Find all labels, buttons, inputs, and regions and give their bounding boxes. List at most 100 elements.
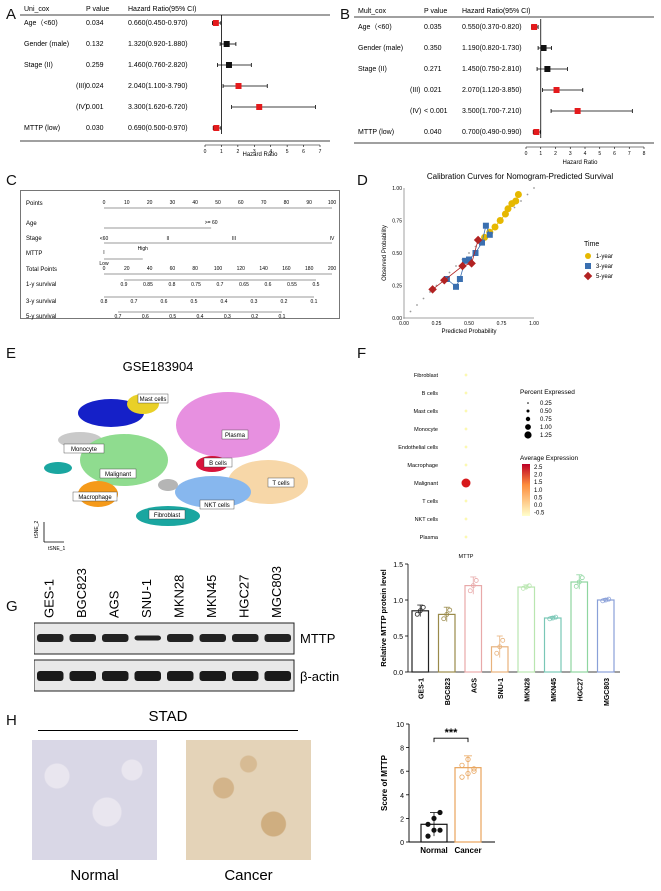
nomogram-surv1-tick: 0.65 [239,282,249,288]
forest-multi-row-p: 0.021 [424,87,442,94]
forest-multi-row-hr: 1.190(0.820-1.730) [462,45,522,52]
blot-lane-label: AGS [106,590,121,618]
score-significance-bracket [433,737,469,743]
dotplot-dot [464,373,468,377]
protein-data-point [603,597,609,603]
dotplot-dot [464,499,468,503]
dotplot-xlabel: MTTP [459,554,474,560]
dotplot-dot [464,391,468,395]
forest-multi-row-hr: 3.500(1.700-7.210) [462,108,522,115]
nomogram-total-tick: 160 [282,266,291,272]
forest-multi-tick-label: 0 [525,151,528,157]
calibration-diagonal-dot [429,291,431,293]
nomogram-surv3-tick: 0.6 [161,299,168,305]
score-data-point [465,756,471,763]
nomogram-row-label: 1-y survival [26,282,56,288]
dotplot-pct-key [526,409,530,413]
calibration-ylabel: Observed Probability [382,225,388,281]
calibration-point-5y [458,261,467,271]
calibration-diagonal-dot [455,265,457,267]
cluster-label-plasma: Plasma [225,433,246,439]
forest-multi-row-p: 0.035 [424,24,442,31]
protein-x-label: AGS [471,678,478,694]
nomogram-surv3-tick: 0.2 [281,299,288,305]
dotplot-dot [464,463,468,467]
nomogram-points-tick: 10 [124,200,130,206]
blot-lane-label: MKN45 [204,575,219,618]
blot-band-actin [134,671,161,681]
nomogram-surv5-tick: 0.1 [279,314,286,320]
protein-x-label: MKN45 [551,678,558,702]
blot-band-mttp [264,634,291,642]
score-data-point [471,766,477,772]
calibration-x-tick: 1.00 [529,321,539,327]
protein-data-point [520,585,526,591]
forest-uni-header-hr: Hazard Ratio(95% CI) [128,6,196,13]
nomogram-points-tick: 60 [238,200,244,206]
forest-uni-row-p: 0.132 [86,41,104,48]
calibration-diagonal-dot [513,206,516,209]
nomogram-surv1-tick: 0.55 [287,282,297,288]
tsne-title: GSE183904 [123,359,194,374]
dotplot-cell-label: Malignant [414,481,438,487]
forest-multi-point [544,66,551,72]
calibration-point-3y [486,231,493,238]
calibration-point-3y [462,257,469,264]
score-data-point [465,770,471,777]
nomogram-age-low: <60 [100,236,109,242]
blot-label-mttp: MTTP [300,631,335,646]
forest-uni-tick-label: 3 [253,149,256,155]
score-data-point [459,762,465,768]
dotplot-dot [461,478,471,488]
nomogram-surv3-tick: 0.1 [311,299,318,305]
western-blot: GES-1 BGC823 AGS SNU-1 MKN28 MKN45 HGC27 MGC803… [34,566,339,692]
blot-lane-label: SNU-1 [139,579,154,618]
nomogram-points-tick: 50 [215,200,221,206]
dotplot-avg-value: 0.5 [534,495,543,501]
panel-letter-g: G [6,598,18,615]
score-y-tick-label: 2 [400,816,404,823]
protein-data-point [473,578,479,583]
dotplot-dot [464,535,468,539]
nomogram-surv5-tick: 0.3 [224,314,231,320]
protein-y-tick-label: 0.5 [393,634,403,641]
forest-multi-tick-label: 4 [584,151,587,157]
calibration-point-1y [504,205,512,213]
calibration-diagonal-dot [468,252,470,254]
calibration-point-3y [466,256,472,263]
blot-band-actin [264,671,291,681]
protein-x-label: BGC823 [445,678,452,705]
forest-multi-row-hr: 0.550(0.370-0.820) [462,24,522,31]
protein-y-tick-label: 1.0 [393,598,403,605]
nomogram-row-label: 5-y survival [26,314,56,320]
nomogram-row-label: Points [26,201,43,207]
protein-data-point [523,584,529,590]
forest-multi-point [574,108,581,114]
forest-multi-row-p: 0.271 [424,66,442,73]
blot-lane-label: MGC803 [269,566,284,618]
dotplot-pct-title: Percent Expressed [520,389,575,396]
score-data-point [471,768,477,774]
forest-multi-tick-label: 8 [643,151,646,157]
blot-band-mttp [167,634,194,642]
nomogram-points-tick: 70 [261,200,267,206]
nomogram-total-tick: 60 [170,266,176,272]
forest-multi-point [531,24,538,30]
dotplot-pct-key [527,402,529,404]
calibration-x-tick: 0.00 [399,321,409,327]
protein-data-point [526,583,532,589]
blot-band-mttp [134,635,161,641]
forest-multi-row-label: Stage (II) [358,66,387,73]
forest-uni-row-hr: 3.300(1.620-6.720) [128,104,188,111]
forest-uni-header-name: Uni_cox [24,6,50,13]
score-x-label: Normal [420,846,448,855]
forest-uni-point [212,20,219,26]
forest-multi-header-name: Mult_cox [358,8,387,15]
blot-lane-label: HGC27 [236,575,251,618]
calibration-legend-title: Time [584,241,599,248]
calibration-point-1y [501,210,509,218]
blot-band-mttp [69,634,96,642]
cluster-label-bcells: B cells [209,461,227,467]
nomogram-surv1-tick: 0.8 [169,282,176,288]
nomogram-total-tick: 20 [124,266,130,272]
